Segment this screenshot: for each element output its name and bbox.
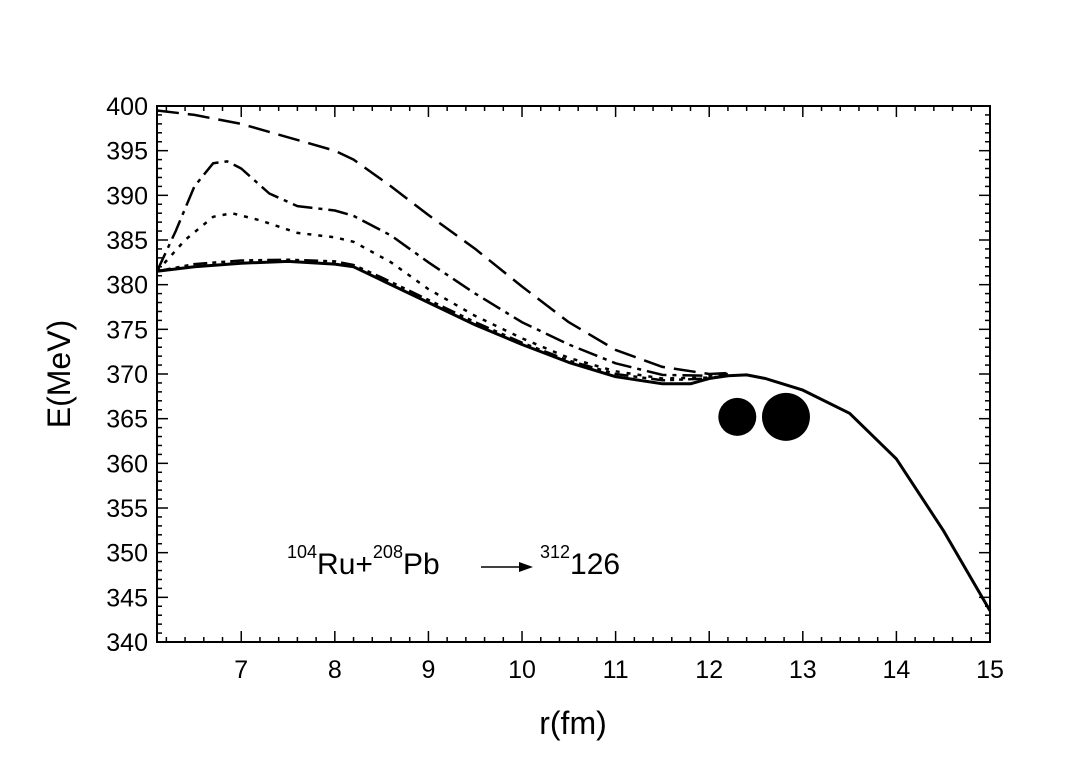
y-tick-label: 360 (106, 450, 148, 478)
x-tick-label: 11 (603, 656, 629, 684)
y-tick-label: 395 (106, 138, 148, 166)
y-axis-title: E(MeV) (41, 320, 77, 428)
series-line-dashed (156, 109, 728, 376)
y-tick-label: 355 (106, 495, 148, 523)
y-tick-label: 390 (106, 182, 148, 210)
x-tick-label: 15 (976, 656, 1004, 684)
series-line-dash-dot-dot (156, 258, 729, 382)
series-line-solid (156, 259, 992, 612)
x-axis-title: r(fm) (539, 705, 607, 741)
y-tick-label: 400 (106, 93, 148, 121)
symbol-pb: Pb (403, 548, 440, 581)
x-tick-label: 14 (882, 656, 910, 684)
mass-number-product: 312 (540, 542, 570, 562)
mass-number-pb: 208 (373, 542, 403, 562)
reaction-arrow (481, 562, 533, 572)
tick-labels: 340 345 350 355 360 365 370 375 380 385 390 395 400 7… (106, 93, 1004, 684)
nucleus-marker (718, 397, 757, 436)
y-tick-label: 380 (106, 272, 148, 300)
y-tick-label: 370 (106, 361, 148, 389)
symbol-product: 126 (570, 548, 620, 581)
mass-number-ru: 104 (287, 542, 317, 562)
y-tick-label: 340 (106, 629, 148, 657)
series-group (155, 109, 992, 612)
marker-group (718, 392, 810, 441)
symbol-ru: Ru+ (317, 548, 373, 581)
y-tick-label: 350 (106, 540, 148, 568)
x-tick-label: 10 (508, 656, 536, 684)
reaction-product: 312126 (540, 542, 620, 581)
reaction-annotation: 104Ru+208Pb (287, 542, 440, 581)
x-tick-label: 12 (695, 656, 723, 684)
y-tick-label: 385 (106, 227, 148, 255)
x-tick-label: 8 (328, 656, 342, 684)
y-tick-label: 365 (106, 406, 148, 434)
series-line-dash-dot (155, 160, 729, 378)
x-tick-label: 13 (789, 656, 817, 684)
axis-ticks (157, 105, 991, 643)
y-tick-label: 345 (106, 584, 148, 612)
nucleus-marker (761, 392, 810, 441)
x-tick-label: 7 (234, 656, 248, 684)
series-line-dotted (156, 211, 729, 380)
y-tick-label: 375 (106, 316, 148, 344)
x-tick-label: 9 (421, 656, 435, 684)
